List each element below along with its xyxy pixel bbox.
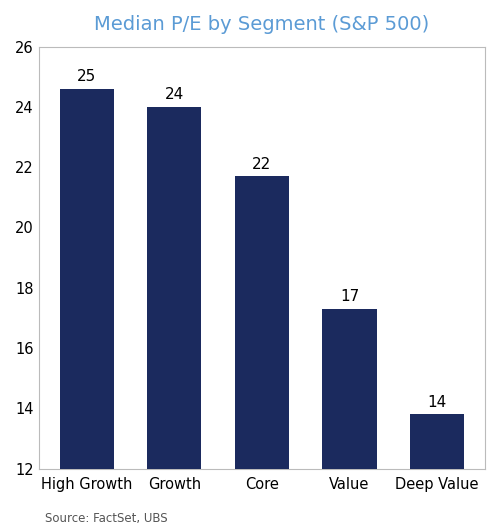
Text: 14: 14 xyxy=(428,395,446,410)
Bar xyxy=(410,414,465,528)
Text: Source: FactSet, UBS: Source: FactSet, UBS xyxy=(45,512,168,525)
Text: 25: 25 xyxy=(77,69,96,84)
Title: Median P/E by Segment (S&P 500): Median P/E by Segment (S&P 500) xyxy=(94,15,429,34)
Text: 24: 24 xyxy=(164,88,184,102)
Bar xyxy=(147,107,202,528)
Bar xyxy=(322,309,376,528)
Text: 17: 17 xyxy=(340,289,359,304)
Bar xyxy=(60,89,114,528)
Text: 22: 22 xyxy=(252,157,272,172)
Bar xyxy=(234,176,289,528)
